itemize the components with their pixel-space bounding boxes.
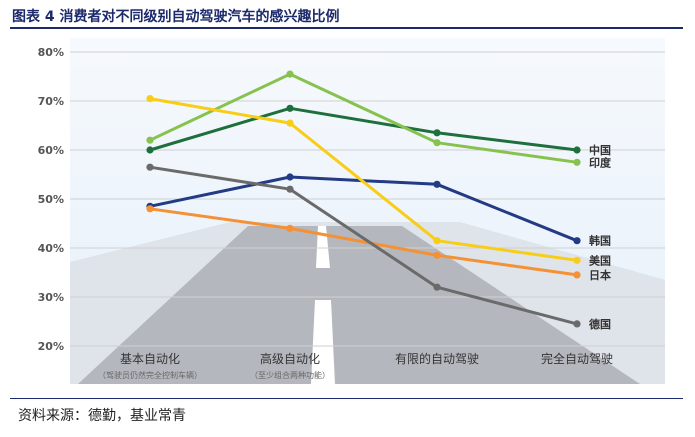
series-line	[148, 207, 579, 277]
series-lines	[146, 70, 581, 328]
series-line	[148, 106, 579, 152]
x-tick-label: 基本自动化	[120, 352, 180, 366]
x-tick-sublabel: （至少组合两种功能）	[250, 370, 330, 380]
x-tick-label: 有限的自动驾驶	[395, 351, 479, 366]
series-label: 韩国	[589, 234, 611, 248]
series-line	[148, 165, 579, 326]
x-tick-label: 完全自动驾驶	[541, 351, 613, 366]
data-point	[146, 146, 154, 154]
source-rule	[10, 398, 683, 399]
y-tick-label: 20%	[38, 340, 64, 353]
data-point	[433, 180, 441, 188]
data-point	[286, 119, 294, 127]
y-axis-tick-labels: 20% 30% 40% 50% 60% 70% 80%	[38, 46, 64, 353]
x-axis-tick-labels: 基本自动化 （驾驶员仍然完全控制车辆） 高级自动化 （至少组合两种功能） 有限的自动驾驶…	[98, 351, 613, 380]
data-point	[573, 320, 581, 328]
data-point	[433, 237, 441, 245]
y-tick-label: 30%	[38, 291, 64, 304]
data-point	[146, 95, 154, 103]
y-tick-label: 70%	[38, 95, 64, 108]
data-point	[433, 283, 441, 291]
data-point	[146, 205, 154, 213]
series-label: 中国	[589, 143, 611, 157]
data-point	[146, 163, 154, 171]
series-line	[148, 72, 579, 164]
series-label: 日本	[589, 268, 611, 282]
x-tick-sublabel: （驾驶员仍然完全控制车辆）	[98, 370, 202, 380]
y-tick-label: 40%	[38, 242, 64, 255]
data-point	[286, 104, 294, 112]
series-label: 德国	[588, 317, 611, 331]
data-point	[573, 256, 581, 264]
data-point	[433, 251, 441, 259]
data-point	[433, 129, 441, 137]
data-point	[286, 185, 294, 193]
y-tick-label: 80%	[38, 46, 64, 59]
lane-marking	[311, 300, 335, 384]
figure-title: 图表 4 消费者对不同级别自动驾驶汽车的感兴趣比例	[12, 9, 340, 25]
road-background-image	[70, 222, 665, 384]
data-point	[573, 146, 581, 154]
title-rule	[10, 27, 683, 29]
data-point	[573, 158, 581, 166]
data-point	[286, 70, 294, 78]
data-point	[573, 271, 581, 279]
x-tick-label: 高级自动化	[260, 351, 320, 366]
y-tick-label: 60%	[38, 144, 64, 157]
data-point	[286, 173, 294, 181]
y-tick-label: 50%	[38, 193, 64, 206]
series-line	[148, 97, 579, 262]
data-point	[286, 224, 294, 232]
data-point	[146, 136, 154, 144]
data-point	[573, 237, 581, 245]
series-label: 美国	[589, 253, 611, 267]
source-note: 资料来源：德勤，基业常青	[18, 408, 186, 424]
road-surface	[78, 226, 640, 384]
data-point	[433, 139, 441, 147]
series-label: 印度	[589, 155, 612, 169]
